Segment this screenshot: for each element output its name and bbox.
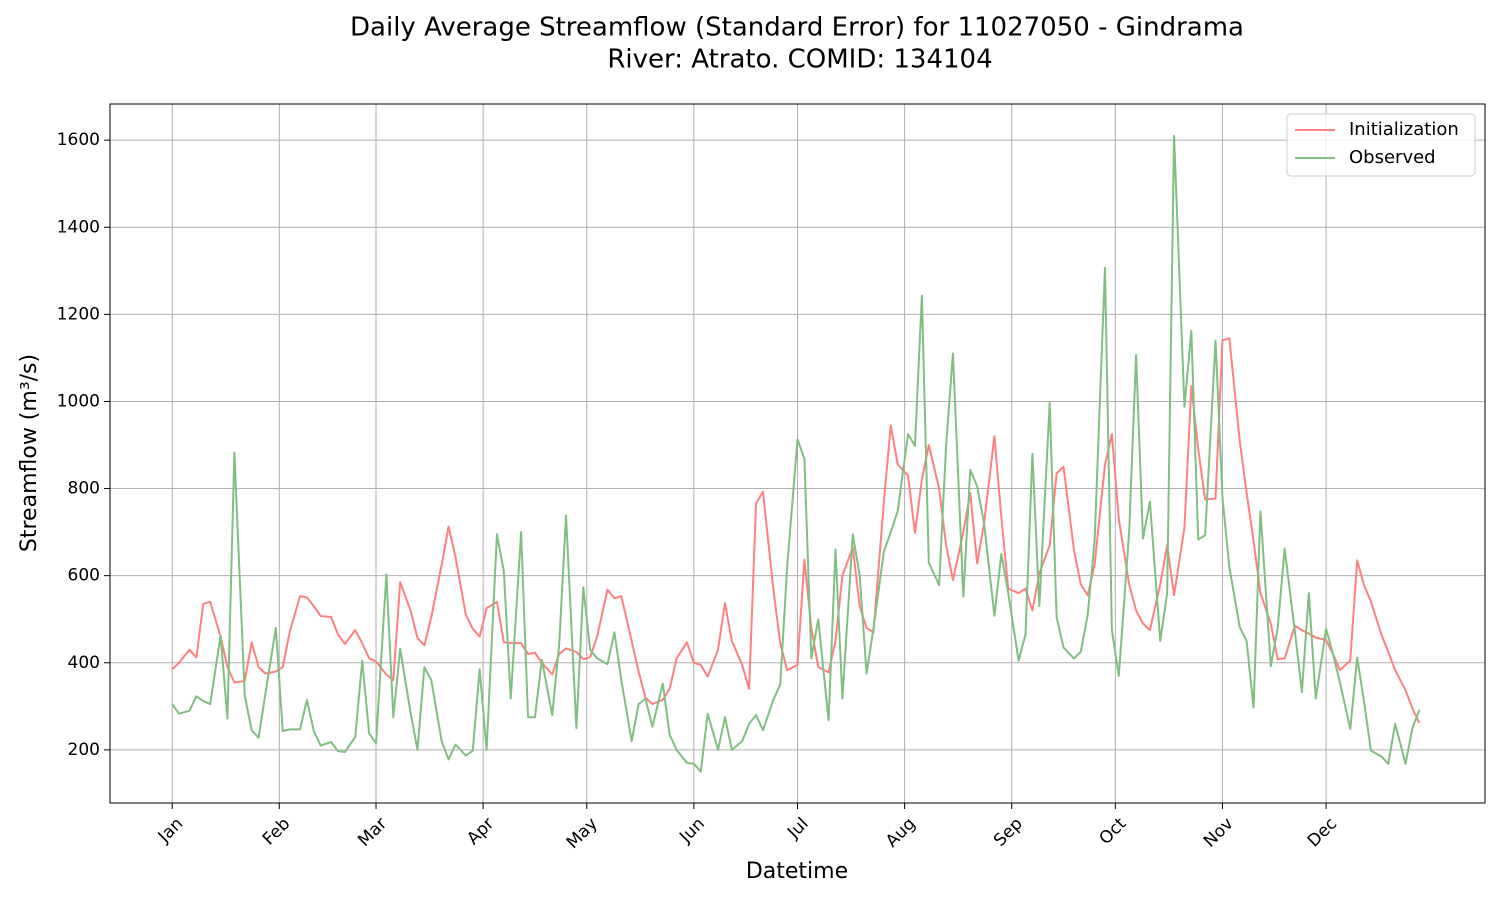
x-tick-label: Mar <box>354 814 391 851</box>
y-tick-label: 1200 <box>57 304 100 324</box>
y-tick-label: 400 <box>68 653 100 673</box>
plot-frame <box>109 103 1486 804</box>
x-tick-label: Jul <box>783 814 812 843</box>
x-tick-label: Nov <box>1200 814 1238 852</box>
chart-title: Daily Average Streamflow (Standard Error… <box>350 13 1244 43</box>
x-tick-label: Sep <box>990 814 1027 851</box>
x-axis-label: Datetime <box>746 859 848 884</box>
y-tick-label: 800 <box>68 479 100 499</box>
x-tick-label: Jan <box>154 814 187 847</box>
legend-label: Initialization <box>1349 119 1459 140</box>
x-tick-label: Dec <box>1304 814 1341 851</box>
y-tick-label: 1600 <box>57 130 100 150</box>
y-tick-label: 1400 <box>57 217 100 237</box>
legend: Initialization Observed <box>1286 113 1476 177</box>
y-axis-label: Streamflow (m³/s) <box>17 354 42 552</box>
series-line <box>171 134 1421 773</box>
x-tick-label: Feb <box>259 814 294 849</box>
x-tick-label: May <box>563 814 602 853</box>
x-tick-label: Aug <box>882 814 920 852</box>
y-tick-label: 1000 <box>57 391 100 411</box>
x-tick-label: Apr <box>463 814 498 849</box>
x-tick-label: Oct <box>1095 814 1130 849</box>
y-tick-label: 200 <box>68 740 100 760</box>
x-tick-label: Jun <box>675 814 709 848</box>
legend-label: Observed <box>1349 147 1436 168</box>
series-line <box>171 337 1421 724</box>
y-tick-label: 600 <box>68 566 100 586</box>
chart-title: River: Atrato. COMID: 134104 <box>607 45 992 75</box>
